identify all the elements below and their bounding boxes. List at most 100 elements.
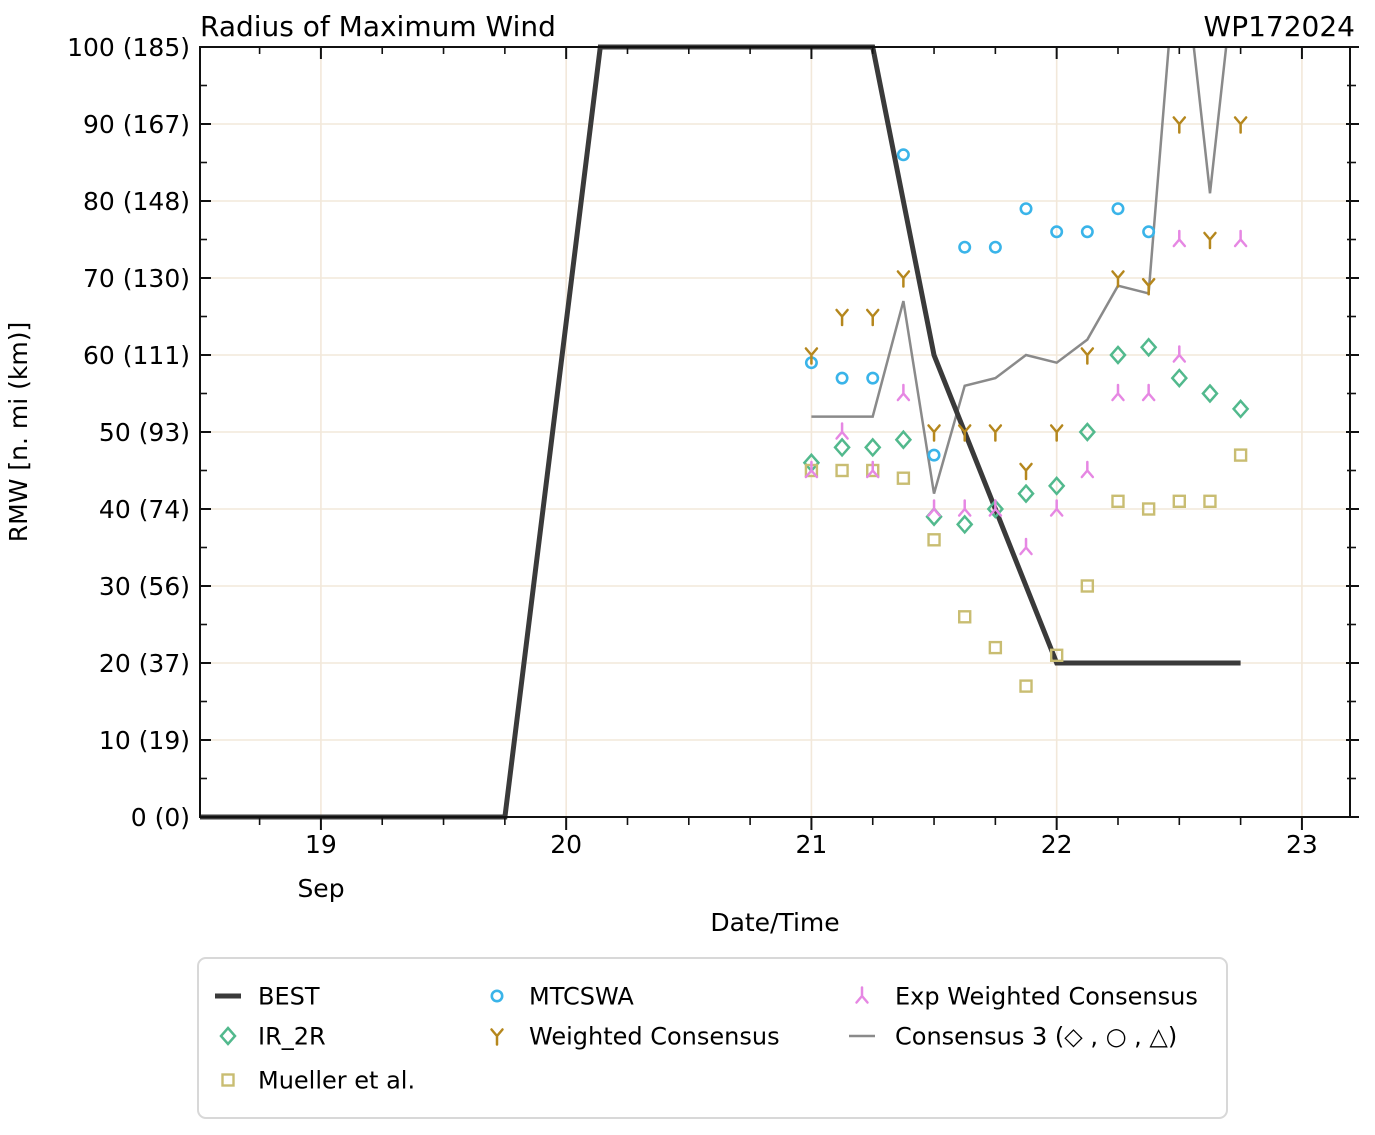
gridlines [200,47,1350,817]
legend-exp-weighted-consensus-swatch [855,986,869,1004]
mtcswa-point [1111,202,1125,216]
weighted-consensus-point [927,424,941,442]
y-tick-label: 70 (130) [83,264,190,293]
y-axis-label: RMW [n. mi (km)] [4,322,33,542]
legend-label-exp-weighted-consensus: Exp Weighted Consensus [895,983,1198,1011]
mueller-et-al-point [1233,448,1248,462]
ir-2r-point [833,437,851,458]
x-tick-label: 20 [550,830,582,859]
mtcswa-point [1142,225,1156,239]
weighted-consensus-point [835,308,849,327]
mueller-et-al-point [1172,494,1187,508]
exp-weighted-consensus-point [988,499,1003,517]
mtcswa-point [896,148,910,162]
exp-weighted-consensus-point [1080,460,1095,479]
mtcswa-point [1080,225,1094,239]
weighted-consensus-point [1111,270,1125,288]
ir-2r-point [1078,422,1096,442]
month-label: Sep [297,874,344,903]
mueller-et-al-point [835,463,849,478]
y-tick-label: 60 (111) [83,341,190,370]
mueller-et-al-point [1080,579,1095,593]
series-consensus-3-line [811,47,1228,494]
legend-label-mueller-et-al: Mueller et al. [258,1067,415,1095]
exp-weighted-consensus-point [804,460,819,479]
ir-2r-point [864,437,882,458]
ir-2r-point [1048,476,1066,496]
x-tick-label: 21 [796,830,828,859]
y-tick-label: 40 (74) [99,495,190,524]
weighted-consensus-point [1233,116,1248,134]
chart-title: Radius of Maximum Wind [200,10,556,43]
ir-2r-point [894,429,913,450]
series-mtcswa-markers [804,148,1156,462]
exp-weighted-consensus-point [927,499,941,517]
exp-weighted-consensus-point [865,460,880,479]
weighted-consensus-point [1080,347,1095,365]
weighted-consensus-point [957,424,972,442]
mtcswa-point [835,371,849,385]
legend-label-consensus-3: Consensus 3 (◇ , ○ , △) [895,1023,1177,1051]
series-exp-weighted-consensus-markers [804,229,1248,556]
exp-weighted-consensus-point [835,422,849,440]
legend-ir-2r-swatch [219,1026,237,1046]
y-tick-label: 10 (19) [99,726,190,755]
ir-2r-point [956,514,974,535]
exp-weighted-consensus-point [1019,537,1033,556]
exp-weighted-consensus-point [1172,345,1187,363]
ir-2r-point [1139,337,1158,358]
y-tick-label: 20 (37) [99,649,190,678]
mueller-et-al-point [988,640,1003,655]
storm-id: WP172024 [1204,10,1355,43]
weighted-consensus-point [804,347,819,365]
mueller-et-al-point [958,610,972,624]
mtcswa-point [958,240,972,254]
legend: BEST IR_2R Mueller et al. MTCSWA Weighted Co… [197,957,1228,1119]
exp-weighted-consensus-point [1233,229,1248,248]
mtcswa-point [1050,225,1064,239]
mtcswa-point [866,371,880,385]
weighted-consensus-point [1049,424,1064,442]
x-axis-label: Date/Time [710,908,839,937]
mtcswa-point [988,240,1002,254]
y-tick-label: 100 (185) [67,33,190,62]
y-tick-label: 50 (93) [99,418,190,447]
weighted-consensus-point [1141,277,1156,296]
x-tick-label: 19 [305,830,337,859]
y-tick-label: 80 (148) [83,187,190,216]
mueller-et-al-point [1203,494,1217,508]
exp-weighted-consensus-point [957,499,972,517]
legend-mtcswa-swatch [490,989,504,1003]
mueller-et-al-point [1019,679,1033,693]
weighted-consensus-point [865,308,880,327]
axis-ticks [200,46,1359,830]
exp-weighted-consensus-point [1141,383,1156,402]
weighted-consensus-point [1019,462,1033,481]
legend-weighted-consensus-swatch [490,1028,504,1046]
ir-2r-point [1201,383,1219,404]
ir-2r-point [1231,399,1250,419]
mueller-et-al-point [1049,648,1064,662]
weighted-consensus-point [1172,116,1187,134]
y-tick-label: 0 (0) [131,803,190,832]
axis-tick-labels: 19 20 21 22 23 0 (0) 10 (19) 20 (37) 30 (56) 40 (… [67,33,1318,859]
mtcswa-point [1019,202,1033,216]
legend-mueller-et-al-swatch [221,1073,235,1087]
y-tick-label: 30 (56) [99,572,190,601]
legend-label-mtcswa: MTCSWA [529,983,634,1011]
weighted-consensus-point [988,424,1003,442]
mueller-et-al-point [1141,502,1156,516]
mueller-et-al-point [927,533,941,547]
mueller-et-al-point [896,471,911,485]
x-tick-label: 23 [1286,830,1318,859]
weighted-consensus-point [1203,231,1217,250]
x-tick-label: 22 [1041,830,1073,859]
series-weighted-consensus-markers [804,116,1248,481]
consensus-3-path [811,47,1228,494]
ir-2r-point [1109,345,1127,365]
ir-2r-point [986,499,1005,519]
weighted-consensus-point [896,270,911,288]
ir-2r-point [1170,368,1188,388]
exp-weighted-consensus-point [896,383,911,402]
legend-label-best: BEST [258,983,320,1011]
